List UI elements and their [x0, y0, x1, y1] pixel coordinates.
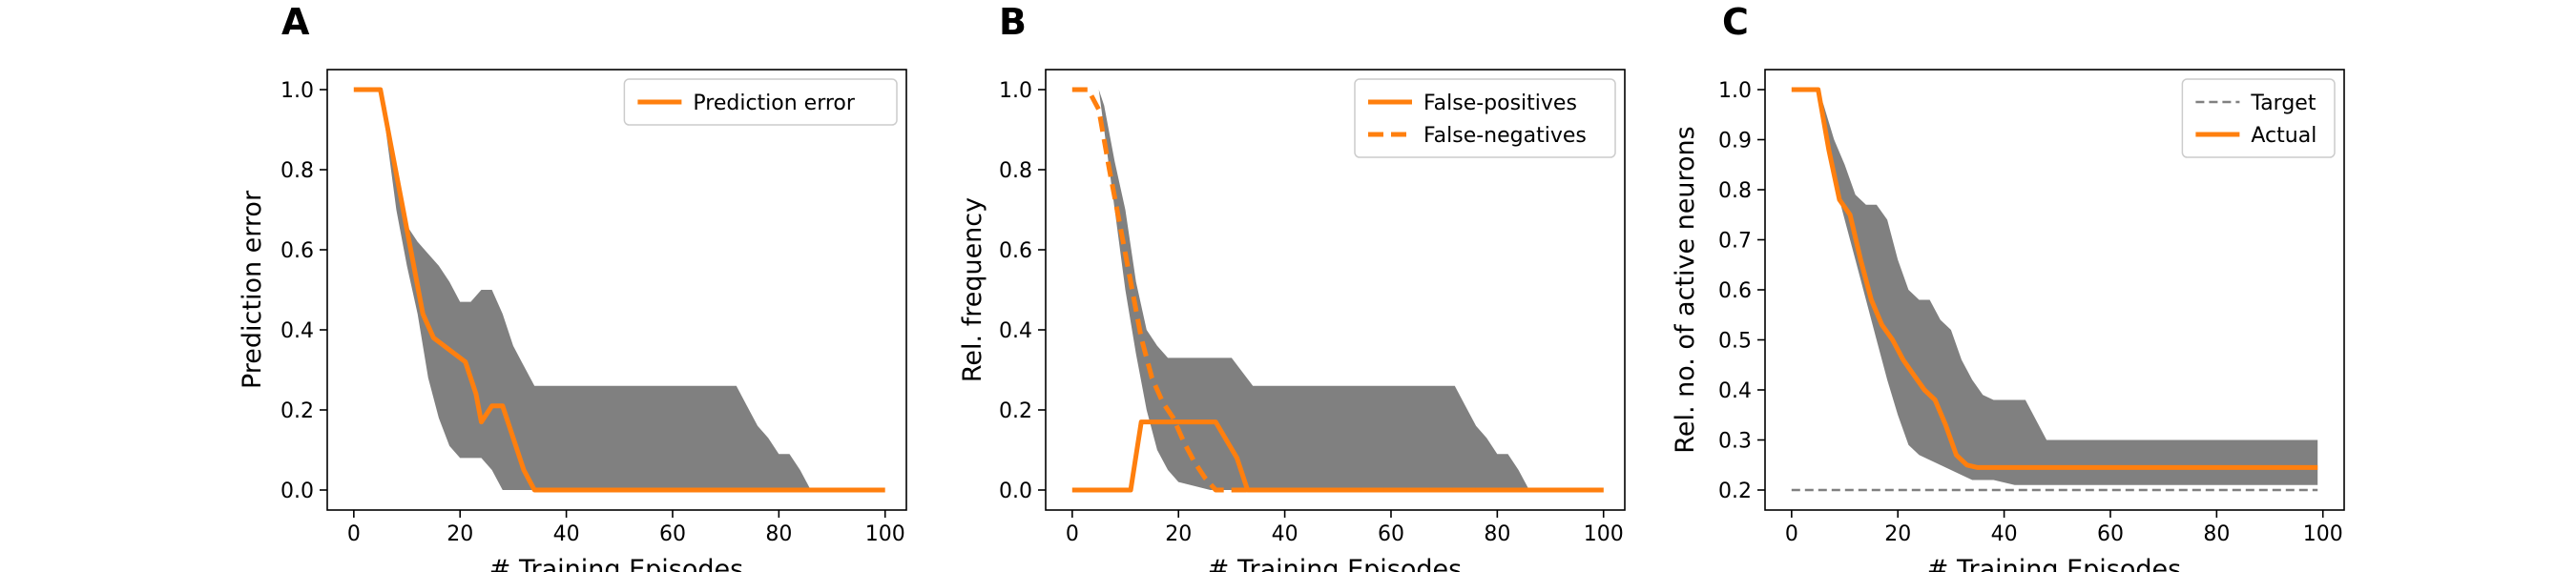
- y-tick-label: 1.0: [1718, 79, 1752, 103]
- legend-label-false-negatives: False-negatives: [1423, 124, 1587, 148]
- y-tick-label: 0.8: [1718, 179, 1752, 203]
- x-tick-label: 60: [1378, 522, 1404, 546]
- y-tick-label: 0.2: [999, 399, 1032, 423]
- x-tick-label: 60: [659, 522, 686, 546]
- panel-letter: A: [281, 1, 310, 43]
- legend-box: [623, 78, 898, 126]
- x-tick-label: 100: [865, 522, 905, 546]
- y-tick-label: 1.0: [999, 79, 1032, 103]
- y-tick-label: 0.2: [280, 399, 314, 423]
- y-tick-label: 0.8: [280, 159, 314, 183]
- panel-letter: C: [1722, 1, 1749, 43]
- band-layer: [1071, 90, 1604, 490]
- legend-label-actual: Actual: [2251, 124, 2316, 148]
- legend-label-prediction-error: Prediction error: [693, 92, 855, 115]
- band-layer: [353, 90, 885, 490]
- y-axis-label: Rel. frequency: [958, 197, 987, 382]
- plot-frame: [326, 69, 907, 511]
- y-tick-label: 0.4: [280, 319, 314, 343]
- series-line-actual: [1791, 87, 2318, 470]
- x-tick-label: 100: [1584, 522, 1624, 546]
- legend: Prediction error: [623, 78, 898, 126]
- y-axis-label: Prediction error: [238, 190, 267, 389]
- confidence-band: [353, 90, 885, 490]
- x-tick-label: 40: [553, 522, 580, 546]
- plot-frame: [1045, 69, 1626, 511]
- y-tick-label: 0.0: [280, 480, 314, 503]
- y-tick-label: 0.9: [1718, 130, 1752, 153]
- legend: Target Actual: [2181, 78, 2336, 158]
- legend-label-target: Target: [2250, 92, 2316, 115]
- x-axis-label: # Training Episodes: [1927, 555, 2181, 572]
- x-axis-label: # Training Episodes: [1208, 555, 1462, 572]
- y-tick-label: 0.0: [999, 480, 1032, 503]
- y-tick-label: 1.0: [280, 79, 314, 103]
- series-line-prediction-error: [353, 87, 885, 493]
- x-tick-label: 80: [1484, 522, 1510, 546]
- x-tick-label: 40: [1272, 522, 1298, 546]
- x-tick-label: 20: [1884, 522, 1911, 546]
- x-tick-label: 0: [1785, 522, 1798, 546]
- tick-layer: 0 20 40 60 80 100 0.0 0.2 0.4 0.6 0.8 1.0: [999, 79, 1624, 546]
- x-tick-label: 20: [447, 522, 473, 546]
- panel-b: B 0 20 40 60 80 100 0.0 0.2 0.4 0.6 0.8 1.0 # Train…: [958, 1, 1626, 572]
- x-tick-label: 80: [765, 522, 792, 546]
- y-tick-label: 0.4: [1718, 379, 1752, 403]
- series-layer: [353, 87, 885, 493]
- y-tick-label: 0.6: [999, 239, 1032, 263]
- series-line-false-negatives: [1071, 87, 1604, 493]
- tick-layer: 0 20 40 60 80 100 0.0 0.2 0.4 0.6 0.8 1.0: [280, 79, 905, 546]
- tick-layer: 0 20 40 60 80 100 0.2 0.3 0.4 0.5 0.6 0.7 0.8 0.9 1.0: [1718, 79, 2343, 546]
- legend-label-false-positives: False-positives: [1423, 92, 1577, 115]
- series-layer: [1791, 87, 2318, 492]
- legend-box: [2181, 78, 2336, 158]
- y-tick-label: 0.3: [1718, 430, 1752, 454]
- series-layer: [1071, 87, 1604, 493]
- y-tick-label: 0.6: [1718, 279, 1752, 303]
- y-tick-label: 0.7: [1718, 230, 1752, 254]
- x-tick-label: 20: [1165, 522, 1192, 546]
- legend: False-positives False-negatives: [1354, 78, 1616, 158]
- x-tick-label: 0: [1066, 522, 1079, 546]
- x-tick-label: 80: [2203, 522, 2230, 546]
- panel-letter: B: [999, 1, 1027, 43]
- series-line-false-positives: [1071, 419, 1604, 493]
- panel-a: A 0 20 40 60 80 100 0.0 0.2 0.4 0.6 0.8 1.0 # Train…: [238, 1, 907, 572]
- y-tick-label: 0.6: [280, 239, 314, 263]
- legend-box: [1354, 78, 1616, 158]
- y-tick-label: 0.8: [999, 159, 1032, 183]
- x-axis-label: # Training Episodes: [489, 555, 743, 572]
- x-tick-label: 60: [2097, 522, 2124, 546]
- panel-c: C 0 20 40 60 80 100 0.2 0.3 0.4 0.5 0.6 0.7 0.8 0.9 1.…: [1671, 1, 2345, 572]
- x-tick-label: 0: [347, 522, 361, 546]
- y-tick-label: 0.2: [1718, 480, 1752, 503]
- y-tick-label: 0.4: [999, 319, 1032, 343]
- y-tick-label: 0.5: [1718, 330, 1752, 354]
- x-tick-label: 100: [2303, 522, 2343, 546]
- x-tick-label: 40: [1991, 522, 2018, 546]
- y-axis-label: Rel. no. of active neurons: [1671, 126, 1700, 453]
- confidence-band: [1071, 90, 1604, 490]
